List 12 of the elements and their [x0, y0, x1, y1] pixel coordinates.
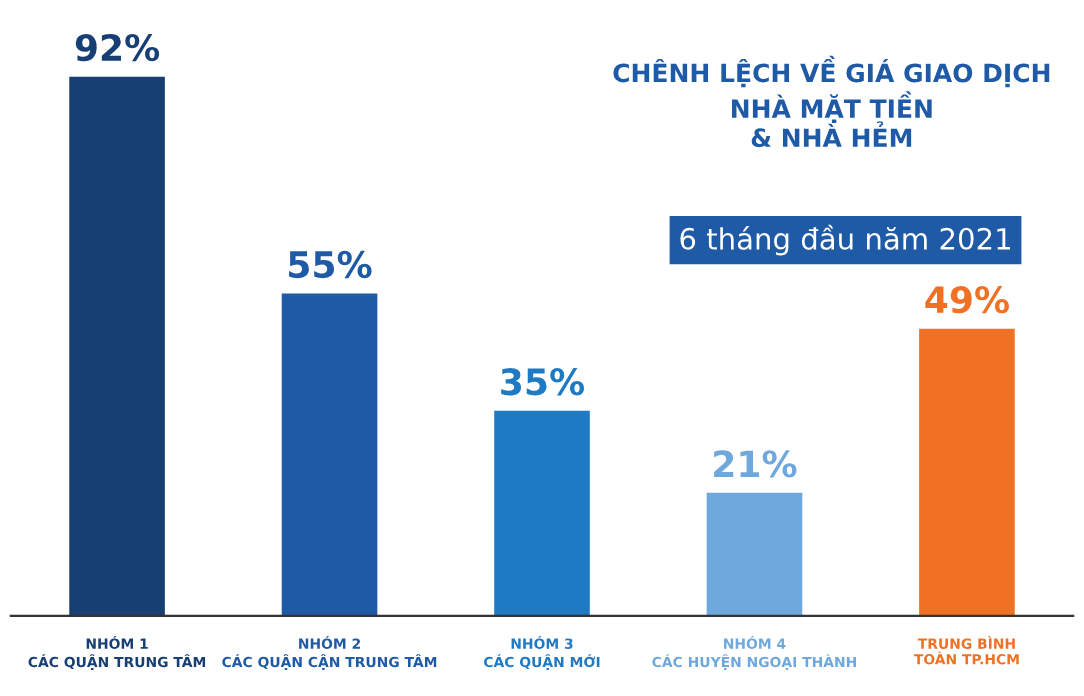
- bar: [706, 492, 803, 616]
- bar: [494, 410, 590, 616]
- bar: [69, 76, 165, 616]
- data-label: 21%: [714, 450, 797, 478]
- data-label: 92%: [75, 33, 160, 62]
- bar: [919, 328, 1015, 616]
- data-label: 49%: [925, 286, 1009, 314]
- data-label: 35%: [501, 368, 585, 396]
- bar: [281, 293, 378, 616]
- data-label: 55%: [289, 250, 372, 279]
- text: 6 tháng đầu năm 2021: [680, 224, 1010, 256]
- chart-title: CHÊNH LỆCH VỀ GIÁ GIAO DỊCH NHÀ MẶT TIỀN & NHÀ HẺM: [613, 55, 1050, 148]
